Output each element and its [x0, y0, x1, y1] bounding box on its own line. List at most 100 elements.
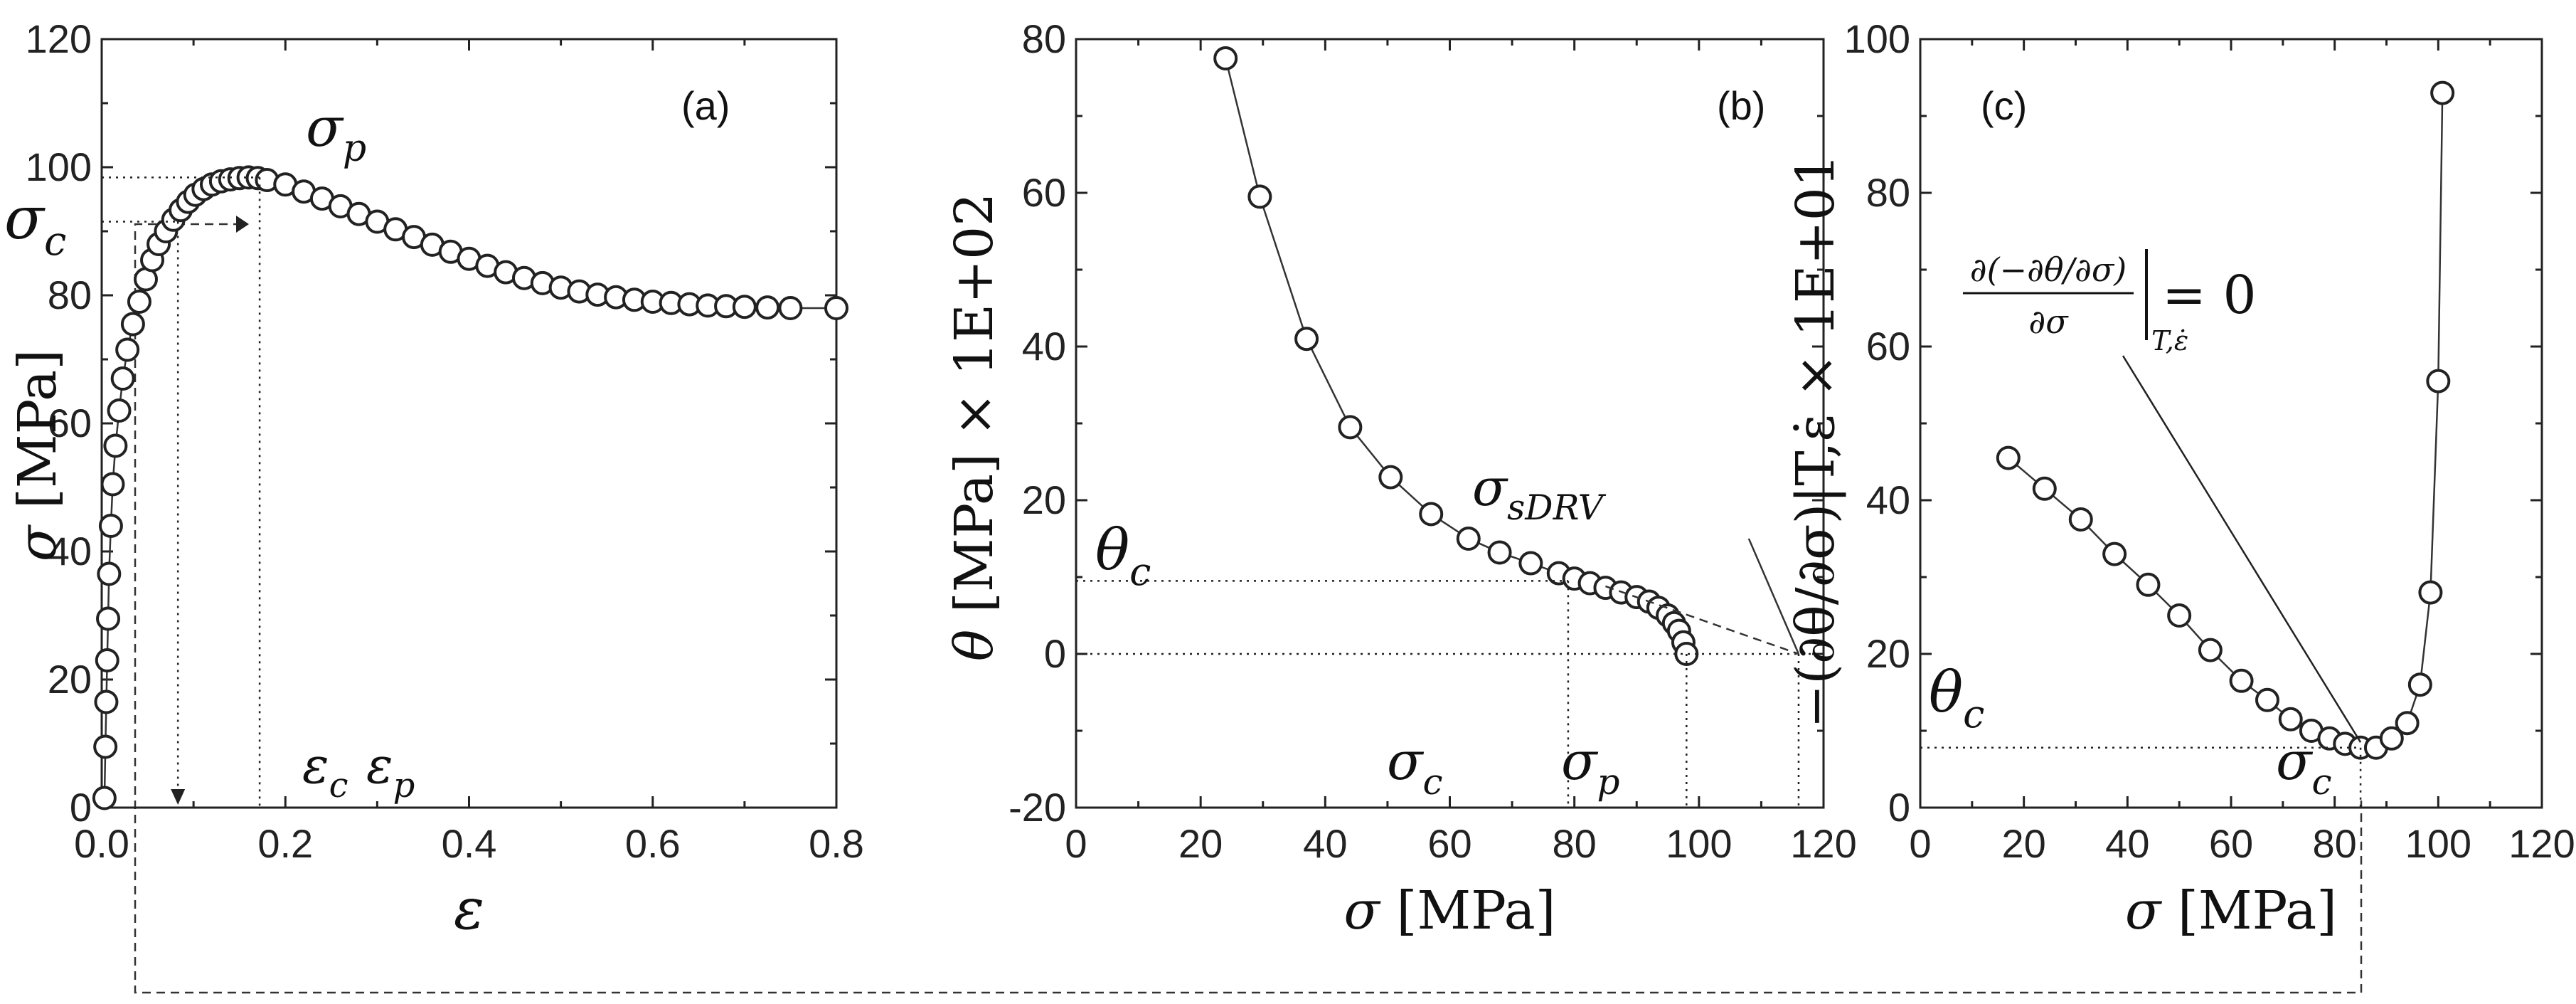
data-point: [100, 472, 125, 497]
sigma-c-label: σc: [4, 185, 66, 265]
x-tick-label: 40: [2105, 821, 2149, 866]
data-point: [127, 290, 151, 314]
y-tick-label: 20: [1866, 631, 1910, 676]
x-axis-title: σ [MPa]: [2125, 880, 2337, 941]
y-axis-title: −(∂θ/∂σ)|T,ε̇ × 1E+01: [1785, 154, 1846, 729]
x-tick-label: 0.2: [257, 821, 313, 866]
series-line: [2007, 93, 2444, 749]
criterion-numerator: ∂(−∂θ/∂σ): [1970, 250, 2127, 289]
data-point: [96, 606, 121, 631]
data-point: [97, 561, 122, 586]
sigma-p-label: σp: [1561, 731, 1620, 803]
data-point: [98, 514, 123, 538]
data-point: [1487, 540, 1512, 565]
y-tick-label: 60: [1866, 324, 1910, 369]
data-point: [94, 689, 119, 714]
sigma-c-label: σc: [2276, 731, 2332, 803]
eps-p-label: εp: [366, 736, 415, 805]
connector-arrow: [236, 216, 249, 233]
data-point: [95, 648, 119, 672]
data-point: [2229, 668, 2254, 693]
data-point: [2379, 726, 2404, 751]
x-tick-label: 80: [2313, 821, 2357, 866]
x-tick-label: 40: [1303, 821, 1347, 866]
data-point: [120, 312, 145, 337]
data-point: [2407, 672, 2432, 697]
criterion-equals: = 0: [2162, 265, 2257, 326]
data-point: [2418, 580, 2443, 605]
data-point: [2430, 80, 2455, 105]
x-tick-label: 100: [1666, 821, 1732, 866]
x-tick-label: 0.0: [74, 821, 129, 866]
x-tick-label: 100: [2405, 821, 2471, 866]
x-tick-label: 60: [2209, 821, 2253, 866]
sigma-c-label: σc: [1387, 731, 1443, 803]
y-tick-label: 0: [1888, 785, 1910, 830]
y-tick-label: 100: [1844, 16, 1910, 61]
y-axis-title: σ [MPa]: [7, 349, 68, 561]
data-point: [732, 295, 757, 319]
data-point: [1213, 46, 1238, 70]
criterion-subscript: T,ε̇: [2151, 325, 2188, 356]
y-tick-label: 0: [70, 785, 92, 830]
sigma-p-label: σp: [306, 95, 366, 170]
data-point: [824, 296, 848, 320]
data-point: [107, 398, 132, 423]
data-point: [1338, 415, 1363, 440]
data-point: [1996, 445, 2021, 470]
critical-strain-arrow: [171, 789, 186, 805]
y-tick-label: 100: [26, 144, 92, 189]
y-tick-label: 60: [1022, 170, 1066, 215]
y-tick-label: 60: [48, 401, 92, 445]
x-tick-label: 0: [1909, 821, 1931, 866]
panel-c: 0 20 40 60 80 100 120 0 20 40 60 80 100 (c) −(∂θ/∂σ)|T…: [1785, 16, 2575, 941]
data-point: [1419, 502, 1444, 527]
y-tick-label: 40: [48, 529, 92, 574]
sdrv-pointer: [1747, 538, 1800, 655]
x-tick-label: 20: [2002, 821, 2046, 866]
panel-label: (a): [681, 83, 730, 128]
panel-label: (b): [1717, 83, 1765, 128]
panel-label: (c): [1981, 83, 2027, 128]
data-point: [2198, 638, 2223, 662]
y-axis-title: θ [MPa] × 1E+02: [944, 193, 1005, 662]
data-point: [110, 366, 135, 391]
x-axis-title: ε: [454, 876, 484, 942]
theta-c-label: θc: [1929, 659, 1984, 736]
x-tick-label: 0.6: [625, 821, 681, 866]
criterion-pointer: [2122, 355, 2362, 743]
eps-c-label: εc: [302, 736, 348, 805]
series-line: [1224, 58, 1688, 655]
data-point: [1294, 327, 1319, 352]
data-point: [2032, 476, 2057, 501]
data-point: [778, 296, 803, 320]
y-tick-label: 20: [48, 657, 92, 702]
x-tick-label: 80: [1553, 821, 1597, 866]
y-tick-label: 80: [1866, 170, 1910, 215]
x-tick-label: 0.8: [809, 821, 864, 866]
data-point: [1456, 527, 1481, 551]
data-point: [1518, 551, 1543, 576]
y-tick-label: 40: [1866, 477, 1910, 522]
panel-a: 0.0 0.2 0.4 0.6 0.8 0 20 40 60 80 100 120 (a) σ [MPa]…: [4, 16, 864, 942]
x-tick-label: 60: [1427, 821, 1471, 866]
y-tick-label: 20: [1022, 477, 1066, 522]
y-tick-label: 80: [48, 273, 92, 317]
criterion-denominator: ∂σ: [2028, 302, 2069, 341]
data-point: [115, 337, 140, 362]
x-tick-label: 0.4: [442, 821, 497, 866]
extrapolation-line: [1605, 585, 1799, 655]
data-point: [2136, 572, 2161, 597]
data-point: [1247, 184, 1272, 209]
data-point: [2395, 711, 2420, 736]
data-point: [2167, 603, 2192, 628]
y-tick-label: 40: [1022, 324, 1066, 369]
y-tick-label: -20: [1008, 785, 1066, 830]
y-tick-label: 0: [1044, 631, 1066, 676]
theta-c-label: θc: [1095, 517, 1151, 594]
data-point: [755, 295, 780, 320]
x-axis-title: σ [MPa]: [1343, 880, 1555, 941]
plot-frame: [1075, 38, 1825, 809]
